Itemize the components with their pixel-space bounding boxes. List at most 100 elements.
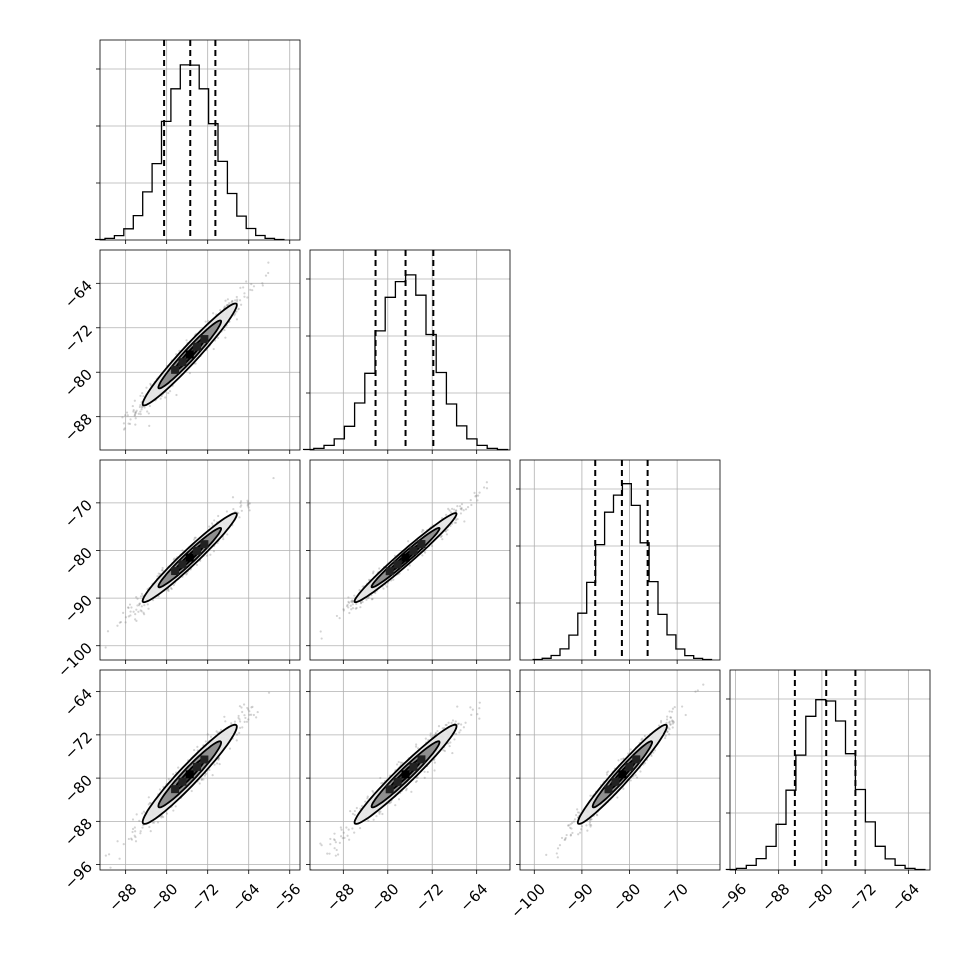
scatter-point — [185, 573, 188, 576]
scatter-point — [580, 825, 584, 828]
scatter-point — [659, 721, 663, 724]
scatter-point — [570, 827, 573, 830]
scatter-point — [634, 774, 637, 777]
scatter-point — [167, 391, 170, 395]
scatter-point — [239, 501, 242, 504]
scatter-point — [212, 550, 216, 553]
scatter-point — [130, 837, 133, 840]
scatter-point — [242, 286, 245, 289]
scatter-point — [251, 289, 254, 292]
scatter-point — [334, 854, 337, 857]
scatter-point — [605, 773, 609, 776]
scatter-point — [123, 427, 126, 430]
scatter-point — [128, 422, 132, 425]
scatter-point — [132, 409, 135, 412]
scatter-point — [442, 749, 445, 752]
scatter-point — [219, 309, 222, 312]
scatter-point — [364, 800, 367, 803]
scatter-point — [140, 408, 143, 411]
panel-3-0: −96−88−80−72−64−88 −80 −72 −64 −56 — [61, 669, 304, 915]
scatter-point — [245, 720, 249, 723]
density-cell — [178, 358, 187, 367]
scatter-point — [211, 774, 214, 777]
x-tick-label: −88 — [105, 880, 140, 915]
scatter-point — [168, 389, 172, 393]
scatter-point — [248, 713, 251, 716]
scatter-point — [148, 825, 151, 829]
scatter-point — [196, 745, 199, 748]
panel-3-1: −88 −80 −72 −64 — [306, 669, 511, 915]
scatter-point — [122, 422, 126, 425]
scatter-point — [134, 613, 137, 616]
scatter-point — [140, 592, 144, 595]
scatter-point — [335, 848, 338, 852]
scatter-point — [335, 614, 339, 618]
scatter-point — [239, 286, 242, 289]
scatter-point — [571, 831, 574, 835]
scatter-point — [378, 567, 381, 570]
scatter-point — [237, 308, 240, 311]
scatter-point — [139, 830, 142, 833]
scatter-point — [351, 827, 354, 830]
scatter-point — [158, 788, 162, 791]
scatter-point — [209, 553, 212, 556]
scatter-point — [238, 705, 242, 708]
scatter-point — [222, 537, 225, 541]
scatter-point — [213, 763, 216, 766]
scatter-point — [240, 706, 243, 709]
scatter-point — [228, 302, 231, 305]
scatter-point — [239, 500, 243, 503]
scatter-point — [137, 412, 140, 415]
scatter-point — [589, 818, 592, 821]
scatter-point — [429, 732, 432, 735]
scatter-point — [224, 299, 227, 302]
scatter-point — [447, 742, 450, 745]
scatter-point — [607, 770, 610, 773]
scatter-point — [576, 808, 579, 811]
scatter-point — [119, 620, 123, 624]
scatter-point — [134, 618, 137, 621]
x-tick-label: −70 — [657, 880, 692, 915]
scatter-point — [343, 836, 346, 839]
scatter-point — [459, 512, 463, 515]
scatter-point — [193, 536, 196, 539]
x-tick-label: −56 — [269, 880, 304, 915]
scatter-point — [408, 564, 411, 567]
scatter-point — [326, 852, 329, 855]
axes-frame — [729, 669, 931, 871]
scatter-point — [382, 587, 385, 590]
scatter-point — [160, 816, 163, 819]
scatter-point — [241, 710, 244, 714]
scatter-point — [195, 563, 199, 567]
scatter-point — [172, 773, 175, 776]
scatter-point — [454, 518, 458, 521]
scatter-point — [140, 610, 143, 613]
scatter-point — [248, 502, 251, 505]
scatter-point — [134, 835, 137, 839]
scatter-point — [248, 509, 251, 512]
scatter-point — [139, 609, 142, 612]
scatter-point — [250, 282, 253, 286]
scatter-point — [339, 826, 342, 829]
scatter-point — [351, 812, 355, 815]
scatter-point — [372, 791, 375, 794]
scatter-point — [122, 843, 125, 846]
scatter-point — [397, 798, 401, 801]
density-cell — [604, 785, 613, 794]
scatter-point — [342, 608, 345, 611]
scatter-point — [575, 814, 578, 817]
scatter-point — [346, 834, 349, 837]
scatter-point — [399, 761, 403, 764]
scatter-point — [569, 826, 572, 829]
scatter-point — [565, 833, 568, 837]
scatter-point — [415, 779, 418, 783]
scatter-point — [248, 710, 251, 713]
scatter-point — [375, 815, 378, 818]
scatter-point — [240, 303, 243, 306]
x-tick-label: −80 — [367, 880, 402, 915]
scatter-point — [226, 298, 229, 301]
axes-frame — [519, 669, 721, 871]
scatter-point — [125, 411, 129, 414]
scatter-point — [239, 720, 242, 723]
scatter-point — [234, 299, 237, 302]
